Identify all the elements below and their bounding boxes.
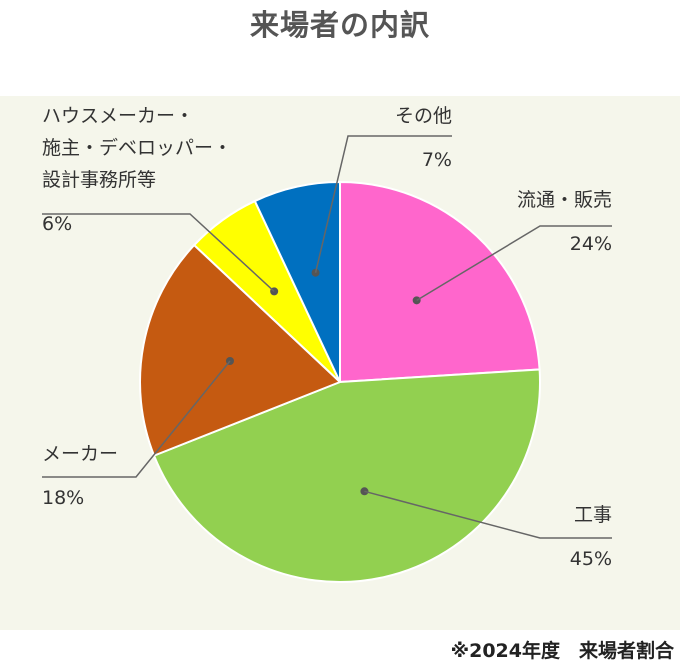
slice-ryutsu-leader-line: [416, 225, 612, 301]
slice-ryutsu: [339, 180, 541, 384]
label-house-line2: 施主・デベロッパー・: [42, 137, 233, 159]
label-house-line1: ハウスメーカー・: [42, 105, 195, 127]
label-maker-pct: 18%: [42, 487, 85, 509]
slice-kouji-leader-line: [364, 490, 612, 539]
label-ryutsu-pct: 24%: [569, 233, 612, 255]
label-sonota-name: その他: [394, 105, 452, 127]
chart-title: 来場者の内訳: [249, 8, 430, 42]
slice-house-leader-line: [42, 213, 275, 292]
label-kouji-pct: 45%: [569, 548, 612, 570]
label-house-line3: 設計事務所等: [42, 169, 157, 191]
label-sonota: その他 7%: [360, 100, 452, 176]
footnote: ※2024年度 来場者割合: [450, 640, 674, 662]
slice-kouji: [152, 368, 541, 583]
slice-sonota: [253, 180, 341, 383]
label-house: ハウスメーカー・ 施主・デベロッパー・ 設計事務所等 6%: [42, 100, 232, 240]
label-house-pct: 6%: [42, 213, 73, 235]
label-ryutsu-name: 流通・販売: [516, 189, 612, 211]
label-kouji-name: 工事: [573, 504, 612, 526]
label-sonota-pct: 7%: [421, 149, 452, 171]
slice-maker: [139, 243, 342, 457]
slice-sonota-leader-line: [314, 135, 452, 273]
label-maker-name: メーカー: [42, 443, 119, 465]
label-maker: メーカー 18%: [42, 438, 118, 514]
slice-maker-leader-line: [42, 360, 231, 478]
label-kouji: 工事 45%: [480, 499, 612, 575]
label-ryutsu: 流通・販売 24%: [440, 184, 612, 260]
